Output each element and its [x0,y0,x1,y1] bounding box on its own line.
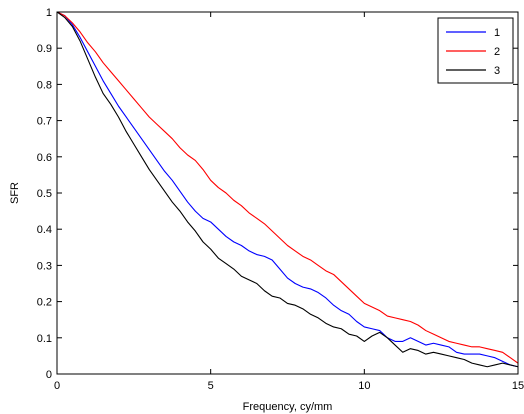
series-line-3 [57,12,518,368]
y-tick-label: 0.2 [37,297,52,309]
y-tick-label: 0.1 [37,333,52,345]
series-group [57,12,518,368]
y-tick-label: 0 [46,369,52,381]
x-tick-label: 15 [512,380,524,392]
y-tick-label: 0.8 [37,79,52,91]
series-line-2 [57,12,518,364]
y-tick-label: 1 [46,7,52,19]
y-axis-label: SFR [9,182,21,204]
y-tick-label: 0.6 [37,152,52,164]
y-tick-label: 0.3 [37,260,52,272]
x-tick-label: 10 [358,380,370,392]
y-tick-label: 0.7 [37,116,52,128]
legend-label-3: 3 [494,65,500,77]
series-line-1 [57,12,518,368]
x-axis-label: Frequency, cy/mm [243,401,333,413]
x-tick-label: 0 [54,380,60,392]
y-tick-label: 0.5 [37,188,52,200]
x-tick-label: 5 [208,380,214,392]
legend-label-2: 2 [494,46,500,58]
y-tick-label: 0.4 [37,224,52,236]
y-tick-label: 0.9 [37,43,52,55]
legend-label-1: 1 [494,27,500,39]
